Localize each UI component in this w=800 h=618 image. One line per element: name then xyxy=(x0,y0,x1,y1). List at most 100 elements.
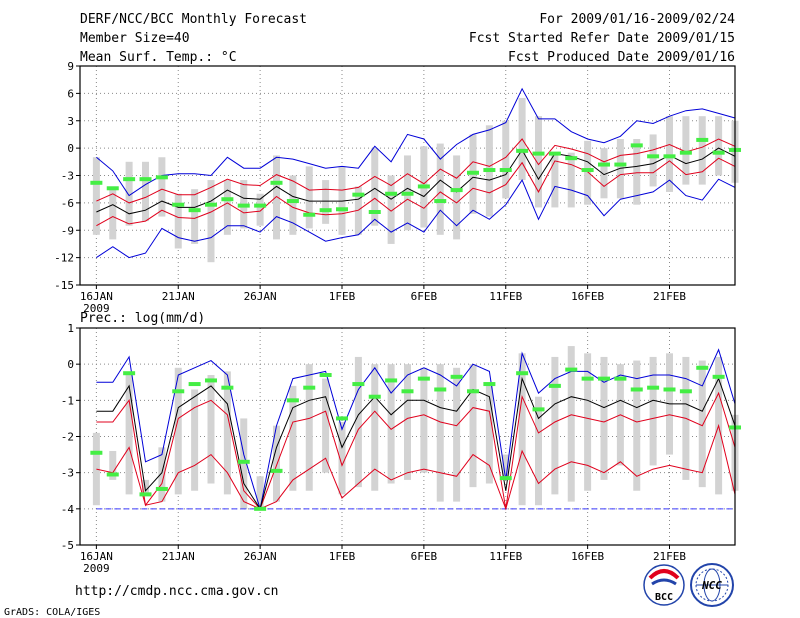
member-size-label: Member Size=40 xyxy=(80,31,190,46)
temp-series-p75 xyxy=(96,138,736,204)
temp-median-marker xyxy=(630,143,643,148)
temp-range-bar xyxy=(453,155,461,240)
bcc-logo: BCC xyxy=(643,564,685,606)
temp-median-marker xyxy=(385,191,398,196)
temp-xtick-label: 11FEB xyxy=(489,290,522,303)
temp-ytick-label: -9 xyxy=(61,224,74,237)
prec-range-bar xyxy=(125,375,133,495)
source-url[interactable]: http://cmdp.ncc.cma.gov.cn xyxy=(75,584,279,599)
temp-range-bar xyxy=(682,116,690,185)
temp-range-bar xyxy=(207,180,215,263)
temp-range-bar xyxy=(666,116,673,192)
prec-median-marker xyxy=(368,394,381,399)
temp-median-marker xyxy=(286,199,299,204)
temp-range-bar xyxy=(322,180,330,224)
temp-range-bar xyxy=(125,161,133,226)
temp-median-marker xyxy=(598,162,610,167)
prec-median-marker xyxy=(647,385,660,390)
prec-range-bar xyxy=(273,425,280,502)
forecast-produced-date: Fcst Produced Date 2009/01/16 xyxy=(508,50,735,65)
prec-median-marker xyxy=(565,367,578,372)
precip-panel-label: Prec.: log(mm/d) xyxy=(80,311,205,326)
temp-range-bar xyxy=(633,139,641,205)
temp-median-marker xyxy=(417,184,430,189)
temp-median-marker xyxy=(139,177,152,182)
temp-xtick-label: 21FEB xyxy=(653,290,686,303)
prec-range-bar xyxy=(453,367,461,502)
prec-ytick-label: -3 xyxy=(61,467,74,480)
temp-ytick-label: -6 xyxy=(61,197,74,210)
temp-ytick-label: 9 xyxy=(67,60,74,73)
prec-median-marker xyxy=(270,468,283,473)
prec-range-bar xyxy=(289,385,297,491)
prec-median-marker xyxy=(286,398,299,403)
prec-median-marker xyxy=(123,371,136,376)
temp-range-bar xyxy=(584,140,592,205)
prec-ytick-label: 1 xyxy=(67,322,74,335)
temp-range-bar xyxy=(142,161,149,222)
forecast-period: For 2009/01/16-2009/02/24 xyxy=(539,12,735,27)
temp-range-bar xyxy=(600,148,608,199)
temp-range-bar xyxy=(567,152,575,208)
prec-range-bar xyxy=(502,454,510,477)
prec-range-bar xyxy=(698,360,706,488)
temp-xtick-label: 21JAN xyxy=(162,290,195,303)
prec-median-marker xyxy=(336,416,348,421)
prec-range-bar xyxy=(109,450,117,480)
prec-median-marker xyxy=(417,376,430,381)
prec-median-marker xyxy=(303,385,316,390)
temp-median-marker xyxy=(106,186,119,191)
prec-median-marker xyxy=(712,374,725,379)
prec-median-marker xyxy=(237,459,250,464)
temp-median-marker xyxy=(123,177,136,182)
temp-median-marker xyxy=(237,203,250,208)
prec-xtick-label: 1FEB xyxy=(329,550,356,563)
grads-credit: GrADS: COLA/IGES xyxy=(4,607,100,618)
prec-range-bar xyxy=(387,364,395,484)
prec-xtick-year: 2009 xyxy=(83,562,110,575)
prec-range-bar xyxy=(518,353,526,506)
prec-range-bar xyxy=(174,367,182,495)
temp-median-marker xyxy=(696,137,709,142)
prec-median-marker xyxy=(172,389,185,394)
prec-median-marker xyxy=(499,476,512,481)
prec-median-marker xyxy=(598,376,610,381)
temp-median-marker xyxy=(336,207,348,212)
prec-range-bar xyxy=(649,356,657,466)
temp-median-marker xyxy=(483,168,496,173)
prec-median-marker xyxy=(614,376,627,381)
temp-ytick-label: -3 xyxy=(61,170,74,183)
temp-median-marker xyxy=(516,148,529,153)
bcc-logo-text: BCC xyxy=(655,592,673,603)
prec-range-bar xyxy=(600,356,608,480)
temp-range-bar xyxy=(109,189,117,240)
prec-range-bar xyxy=(223,371,231,495)
prec-median-marker xyxy=(467,389,479,394)
forecast-started-date: Fcst Started Refer Date 2009/01/15 xyxy=(469,31,735,46)
temp-range-bar xyxy=(698,116,706,185)
prec-median-marker xyxy=(205,378,217,383)
prec-median-marker xyxy=(106,472,119,477)
temp-median-marker xyxy=(319,208,332,213)
temp-ytick-label: -15 xyxy=(54,279,74,292)
temp-median-marker xyxy=(368,210,381,214)
prec-median-marker xyxy=(139,492,152,497)
temp-median-marker xyxy=(434,199,447,204)
temp-range-bar xyxy=(92,157,100,235)
temp-range-bar xyxy=(305,166,313,229)
temp-median-marker xyxy=(467,170,479,175)
temp-median-marker xyxy=(532,151,545,156)
temp-median-marker xyxy=(188,208,201,213)
temp-panel-label: Mean Surf. Temp.: °C xyxy=(80,50,237,65)
temp-range-bar xyxy=(436,143,444,235)
temp-median-marker xyxy=(205,202,217,207)
prec-median-marker xyxy=(581,376,594,381)
prec-series-p25 xyxy=(96,391,736,510)
temp-median-marker xyxy=(565,156,578,161)
temp-ytick-label: 0 xyxy=(67,142,74,155)
prec-range-bar xyxy=(633,360,641,491)
temp-range-bar xyxy=(535,116,542,208)
prec-range-bar xyxy=(142,479,149,495)
